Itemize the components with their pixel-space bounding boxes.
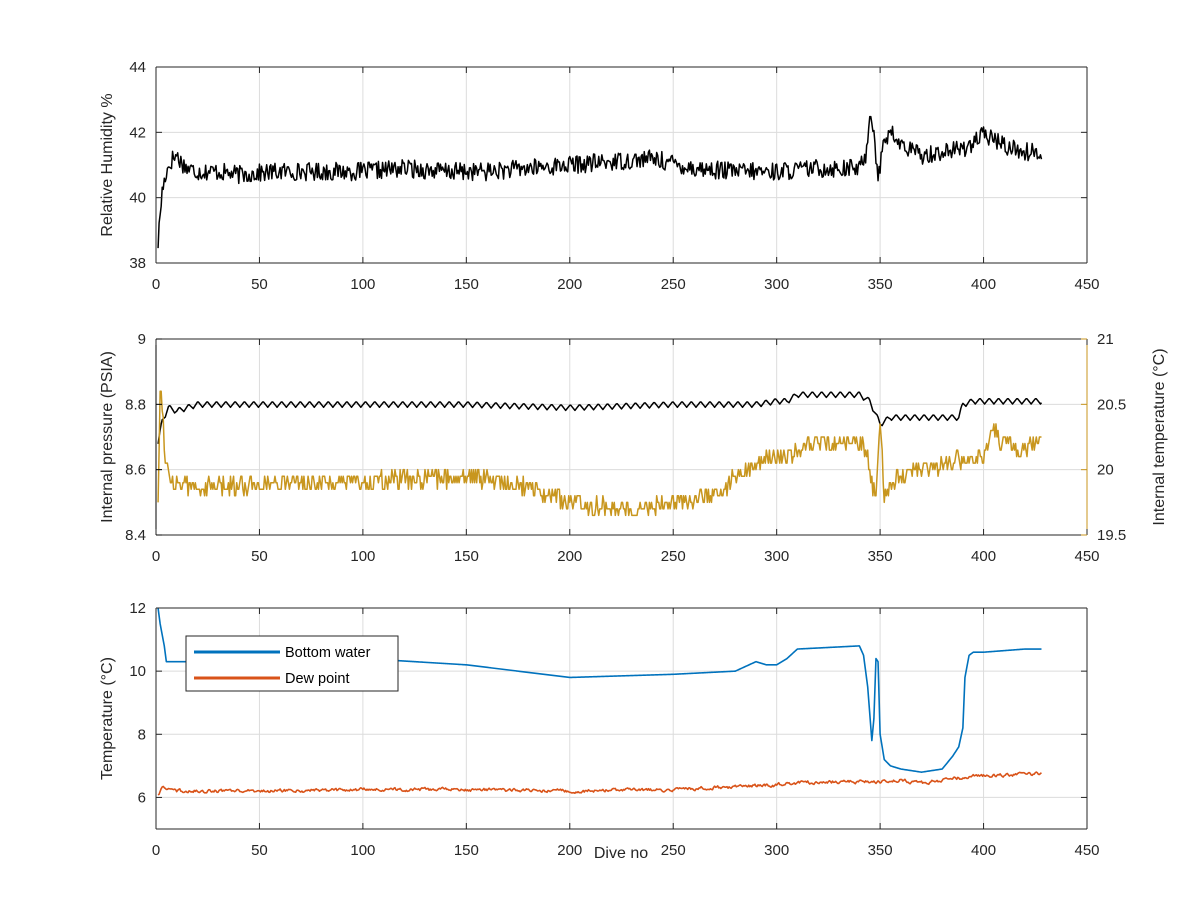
- x-tick-label: 250: [661, 276, 686, 293]
- y-tick-label: 10: [129, 663, 146, 680]
- x-tick-label: 400: [971, 276, 996, 293]
- x-tick-label: 400: [971, 548, 996, 565]
- x-tick-label: 250: [661, 842, 686, 859]
- y-tick-label: 12: [129, 600, 146, 617]
- x-tick-label: 200: [557, 276, 582, 293]
- x-tick-label: 50: [251, 548, 268, 565]
- y-tick-label: 9: [138, 331, 146, 348]
- x-tick-label: 300: [764, 276, 789, 293]
- x-tick-label: 350: [868, 548, 893, 565]
- x-tick-label: 0: [152, 842, 160, 859]
- right-y-tick-label: 21: [1097, 331, 1114, 348]
- legend-label: Bottom water: [285, 645, 371, 661]
- right-y-tick-label: 20: [1097, 462, 1114, 479]
- x-tick-label: 300: [764, 548, 789, 565]
- legend-box: [185, 635, 399, 692]
- series-line-2-2: [157, 390, 1042, 517]
- x-tick-label: 250: [661, 548, 686, 565]
- x-tick-label: 450: [1074, 276, 1099, 293]
- x-tick-label: 300: [764, 842, 789, 859]
- y-axis-label: Temperature (°C): [99, 657, 116, 780]
- x-tick-label: 200: [557, 548, 582, 565]
- x-tick-label: 350: [868, 842, 893, 859]
- y-tick-label: 8.6: [125, 462, 146, 479]
- y-axis-label: Relative Humidity %: [99, 93, 116, 236]
- series-line-2-1: [157, 391, 1043, 444]
- legend: Bottom water Dew point: [185, 635, 399, 692]
- x-tick-label: 200: [557, 842, 582, 859]
- y-tick-label: 8.4: [125, 527, 146, 544]
- x-tick-label: 0: [152, 276, 160, 293]
- y-tick-label: 42: [129, 124, 146, 141]
- y-tick-label: 44: [129, 59, 146, 76]
- x-tick-label: 400: [971, 842, 996, 859]
- x-tick-label: 100: [350, 276, 375, 293]
- right-y-tick-label: 20.5: [1097, 396, 1126, 413]
- y-tick-label: 6: [138, 789, 146, 806]
- x-tick-label: 100: [350, 842, 375, 859]
- x-tick-label: 450: [1074, 842, 1099, 859]
- legend-label: Dew point: [285, 671, 349, 687]
- x-tick-label: 150: [454, 842, 479, 859]
- x-tick-label: 150: [454, 276, 479, 293]
- x-tick-label: 350: [868, 276, 893, 293]
- plots-group: 0 50 100 150 200 250 300 350 400 45038404244Relat…: [99, 59, 1168, 859]
- x-tick-label: 50: [251, 276, 268, 293]
- subplot-2: 0 50 100 150 200 250 300 350 400 450 8.4 8.6 8.8 9 Int…: [99, 331, 1168, 565]
- y-tick-label: 8: [138, 726, 146, 743]
- series-line-1-1: [157, 115, 1043, 249]
- subplot-3: 0 50 100 150 200 250 300 350 400 450 6 8 10 12 Tempera…: [99, 600, 1100, 859]
- x-tick-label: 0: [152, 548, 160, 565]
- x-tick-label: 50: [251, 842, 268, 859]
- y-tick-label: 40: [129, 190, 146, 207]
- right-y-axis-label: Internal temperature (°C): [1151, 348, 1168, 525]
- y-axis-label: Internal pressure (PSIA): [99, 351, 116, 523]
- subplot-1: 0 50 100 150 200 250 300 350 400 450 38 40 42 44 Relat…: [99, 59, 1100, 293]
- y-tick-label: 8.8: [125, 396, 146, 413]
- y-tick-label: 38: [129, 255, 146, 272]
- series-line-3-2: [157, 771, 1042, 796]
- x-axis-label: Dive no: [594, 845, 648, 862]
- x-tick-label: 100: [350, 548, 375, 565]
- x-tick-label: 150: [454, 548, 479, 565]
- right-y-tick-label: 19.5: [1097, 527, 1126, 544]
- x-tick-label: 450: [1074, 548, 1099, 565]
